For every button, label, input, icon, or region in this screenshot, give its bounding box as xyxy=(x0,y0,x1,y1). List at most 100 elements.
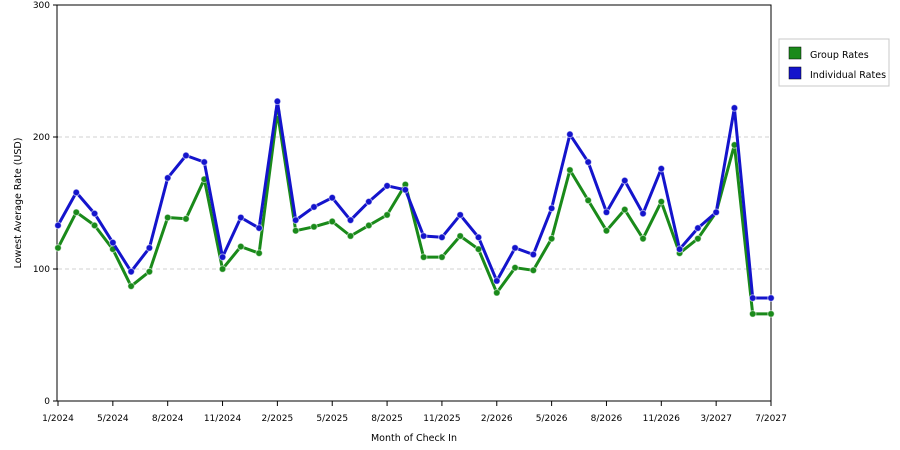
x-tick-label: 11/2026 xyxy=(643,414,681,424)
data-point-individual-rates xyxy=(383,182,391,190)
data-point-individual-rates xyxy=(54,221,62,230)
data-point-group-rates xyxy=(748,310,757,318)
x-tick-label: 8/2026 xyxy=(591,414,623,424)
data-point-individual-rates xyxy=(419,232,428,240)
data-point-individual-rates xyxy=(273,97,282,106)
data-point-individual-rates xyxy=(328,193,337,202)
data-point-individual-rates xyxy=(566,130,574,139)
legend-label-individual-rates: Individual Rates xyxy=(810,70,886,81)
data-point-individual-rates xyxy=(163,174,172,182)
legend-label-group-rates: Group Rates xyxy=(810,50,869,61)
data-point-individual-rates xyxy=(255,224,263,232)
data-point-individual-rates xyxy=(90,209,99,218)
data-point-individual-rates xyxy=(218,253,227,261)
data-point-group-rates xyxy=(694,234,702,243)
x-tick-label: 3/2027 xyxy=(700,414,732,424)
data-point-group-rates xyxy=(474,245,483,253)
y-tick-label: 200 xyxy=(33,133,50,143)
data-point-group-rates xyxy=(127,282,135,290)
data-point-group-rates xyxy=(566,166,574,174)
data-point-individual-rates xyxy=(712,208,720,217)
data-point-group-rates xyxy=(456,232,465,240)
x-axis-title: Month of Check In xyxy=(371,433,457,444)
data-point-group-rates xyxy=(639,234,647,243)
x-tick-label: 11/2025 xyxy=(423,414,460,424)
data-point-group-rates xyxy=(291,226,300,235)
data-point-group-rates xyxy=(383,211,391,219)
data-point-individual-rates xyxy=(127,267,135,276)
data-point-individual-rates xyxy=(200,158,209,166)
data-point-group-rates xyxy=(438,253,446,261)
data-point-group-rates xyxy=(182,215,190,223)
data-point-group-rates xyxy=(346,232,355,240)
data-point-individual-rates xyxy=(529,250,538,259)
data-point-group-rates xyxy=(657,197,666,206)
data-point-individual-rates xyxy=(547,204,556,213)
x-axis-ticks: 1/2024 5/2024 8/2024 11/2024 2/2025 5/2025 8/2… xyxy=(42,401,787,424)
data-point-group-rates xyxy=(620,205,629,214)
data-point-group-rates xyxy=(72,208,81,217)
data-point-group-rates xyxy=(602,226,611,235)
x-tick-label: 5/2024 xyxy=(97,414,129,424)
data-point-group-rates xyxy=(511,263,519,272)
data-point-group-rates xyxy=(547,234,556,243)
data-point-group-rates xyxy=(90,221,99,230)
data-point-individual-rates xyxy=(237,213,245,222)
x-tick-label: 5/2025 xyxy=(316,414,348,424)
data-point-group-rates xyxy=(145,267,154,276)
data-point-group-rates xyxy=(255,249,263,257)
data-point-individual-rates xyxy=(694,224,702,232)
data-point-group-rates xyxy=(218,265,227,273)
data-point-group-rates xyxy=(328,217,337,226)
series-line-individual-rates xyxy=(56,99,771,300)
data-point-individual-rates xyxy=(675,245,684,253)
y-axis-title: Lowest Average Rate (USD) xyxy=(13,138,24,269)
data-point-individual-rates xyxy=(602,208,611,217)
y-tick-label: 100 xyxy=(33,265,50,275)
data-point-group-rates xyxy=(237,242,245,251)
x-tick-label: 8/2025 xyxy=(371,414,403,424)
data-point-group-rates xyxy=(419,253,428,261)
series-line-group-rates xyxy=(56,110,771,316)
y-tick-label: 0 xyxy=(44,397,50,407)
data-point-group-rates xyxy=(584,196,592,205)
data-point-individual-rates xyxy=(639,209,647,218)
data-point-individual-rates xyxy=(767,294,775,302)
data-point-individual-rates xyxy=(456,211,465,219)
x-tick-label: 2/2026 xyxy=(481,414,513,424)
data-point-group-rates xyxy=(163,213,172,222)
data-point-individual-rates xyxy=(748,294,757,302)
data-point-individual-rates xyxy=(438,233,446,242)
data-point-individual-rates xyxy=(182,151,190,160)
x-tick-label: 2/2025 xyxy=(262,414,294,424)
data-point-individual-rates xyxy=(291,216,300,224)
series-layer xyxy=(54,97,775,318)
data-point-individual-rates xyxy=(584,158,592,166)
data-point-individual-rates xyxy=(620,176,629,185)
y-tick-label: 300 xyxy=(33,1,50,11)
data-point-individual-rates xyxy=(145,244,154,252)
data-point-group-rates xyxy=(54,244,62,252)
x-tick-label: 1/2024 xyxy=(42,414,74,424)
data-point-group-rates xyxy=(529,266,538,275)
data-point-individual-rates xyxy=(346,216,355,224)
data-point-individual-rates xyxy=(401,186,410,194)
x-tick-label: 7/2027 xyxy=(755,414,787,424)
x-tick-label: 8/2024 xyxy=(152,414,184,424)
data-point-individual-rates xyxy=(511,244,519,252)
data-point-individual-rates xyxy=(730,104,739,112)
series-individual-rates xyxy=(54,97,775,302)
data-point-individual-rates xyxy=(310,203,318,211)
plot-area-frame xyxy=(56,4,772,402)
data-point-group-rates xyxy=(492,288,501,297)
x-tick-label: 5/2026 xyxy=(536,414,568,424)
legend: Group Rates Individual Rates xyxy=(778,38,890,87)
y-axis-ticks: 0 100 200 300 xyxy=(33,1,58,407)
legend-swatch-individual-rates xyxy=(788,66,802,80)
data-point-group-rates xyxy=(767,310,775,318)
data-point-individual-rates xyxy=(72,188,81,197)
data-point-group-rates xyxy=(364,221,373,230)
x-tick-label: 11/2024 xyxy=(204,414,242,424)
legend-swatch-group-rates xyxy=(788,46,802,60)
